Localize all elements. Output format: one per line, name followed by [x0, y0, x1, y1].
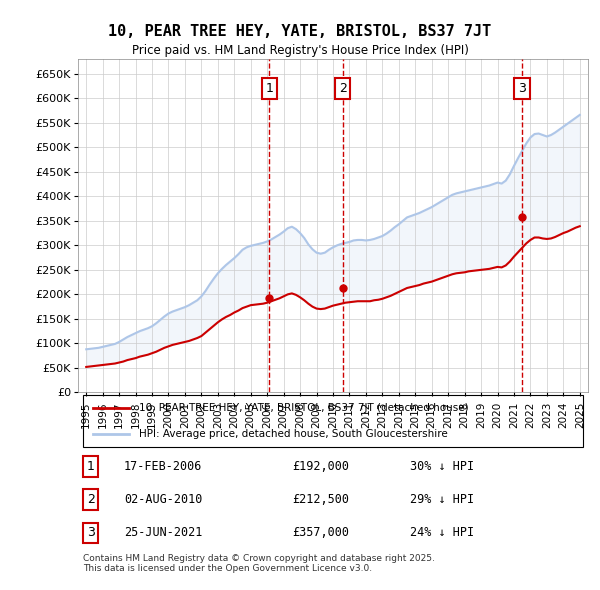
- Text: 2: 2: [338, 82, 347, 95]
- Text: 3: 3: [87, 526, 95, 539]
- Text: 1: 1: [265, 82, 273, 95]
- Text: 30% ↓ HPI: 30% ↓ HPI: [409, 460, 473, 473]
- Text: 10, PEAR TREE HEY, YATE, BRISTOL, BS37 7JT (detached house): 10, PEAR TREE HEY, YATE, BRISTOL, BS37 7…: [139, 404, 469, 414]
- Text: 10, PEAR TREE HEY, YATE, BRISTOL, BS37 7JT: 10, PEAR TREE HEY, YATE, BRISTOL, BS37 7…: [109, 24, 491, 38]
- Text: Contains HM Land Registry data © Crown copyright and database right 2025.
This d: Contains HM Land Registry data © Crown c…: [83, 554, 435, 573]
- Text: 17-FEB-2006: 17-FEB-2006: [124, 460, 202, 473]
- Text: 02-AUG-2010: 02-AUG-2010: [124, 493, 202, 506]
- Text: 1: 1: [87, 460, 95, 473]
- Text: HPI: Average price, detached house, South Gloucestershire: HPI: Average price, detached house, Sout…: [139, 428, 448, 438]
- Text: 2: 2: [87, 493, 95, 506]
- Text: £212,500: £212,500: [292, 493, 349, 506]
- Text: 3: 3: [518, 82, 526, 95]
- Text: Price paid vs. HM Land Registry's House Price Index (HPI): Price paid vs. HM Land Registry's House …: [131, 44, 469, 57]
- Text: 29% ↓ HPI: 29% ↓ HPI: [409, 493, 473, 506]
- Text: £357,000: £357,000: [292, 526, 349, 539]
- Text: 25-JUN-2021: 25-JUN-2021: [124, 526, 202, 539]
- Text: £192,000: £192,000: [292, 460, 349, 473]
- Text: 24% ↓ HPI: 24% ↓ HPI: [409, 526, 473, 539]
